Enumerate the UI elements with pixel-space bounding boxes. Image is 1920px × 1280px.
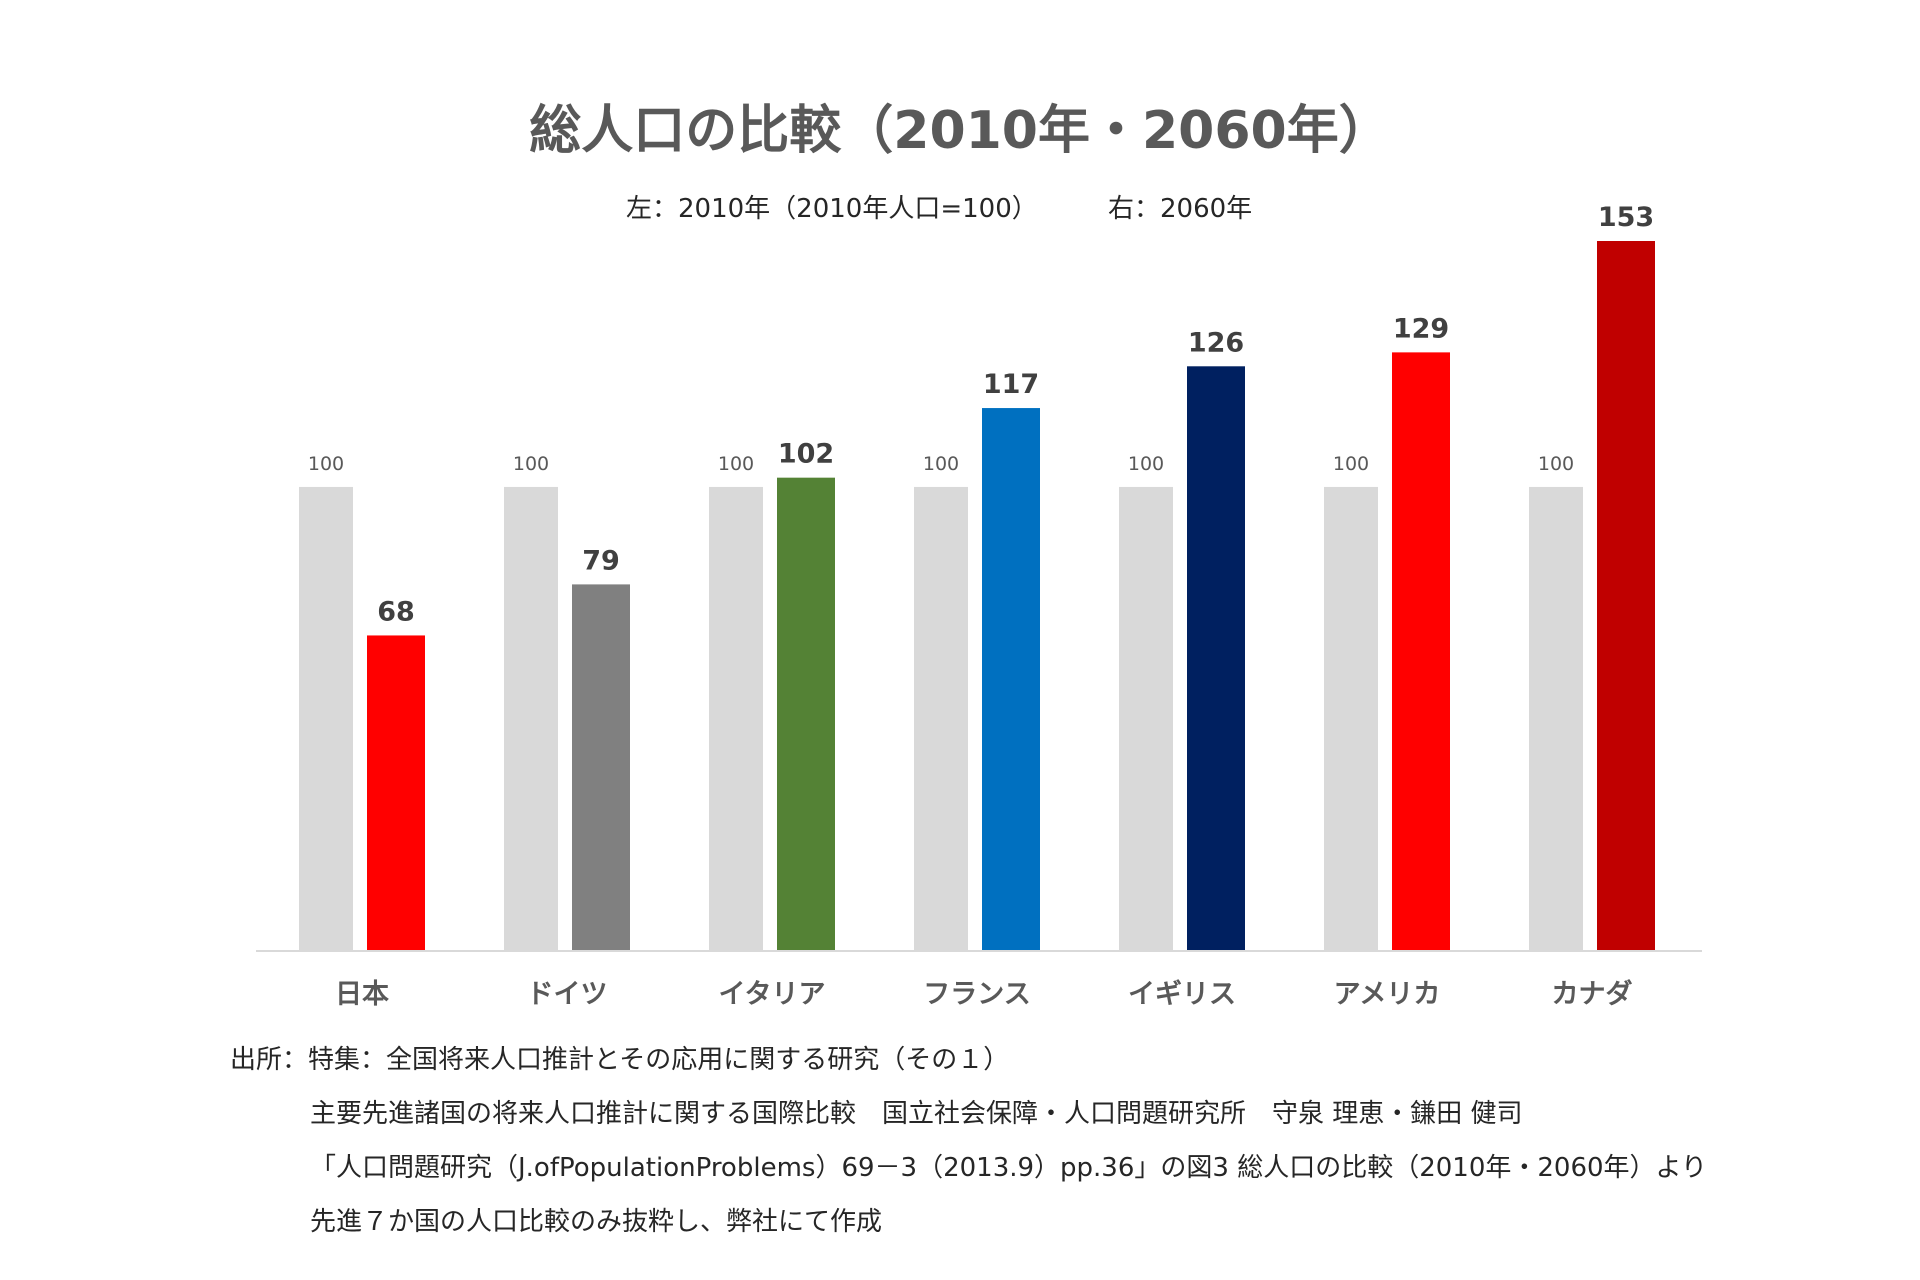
- source-line-1: 出所：特集：全国将来人口推計とその応用に関する研究（その１）: [230, 1045, 1010, 1075]
- bar-2060-6: [1597, 241, 1655, 951]
- data-label-2010-5: 100: [1333, 453, 1369, 475]
- data-label-2010-1: 100: [513, 453, 549, 475]
- labels-layer: 100 68 日本 100 79 ドイツ 100 102 イタリア 100 117 フランス 100 12…: [308, 202, 1654, 1010]
- x-tick-label-6: カナダ: [1552, 978, 1633, 1010]
- bars-layer: [299, 241, 1655, 951]
- bar-2010-1: [504, 486, 558, 951]
- data-label-2060-1: 79: [582, 545, 620, 576]
- data-label-2060-2: 102: [778, 439, 834, 470]
- bar-chart: 100 68 日本 100 79 ドイツ 100 102 イタリア 100 117 フランス 100 12…: [256, 202, 1702, 1010]
- bar-2060-0: [367, 635, 425, 951]
- source-line-2: 主要先進諸国の将来人口推計に関する国際比較 国立社会保障・人口問題研究所 守泉 …: [310, 1099, 1523, 1129]
- bar-2010-3: [914, 486, 968, 951]
- bar-2060-5: [1392, 352, 1450, 951]
- source-line-3: 「人口問題研究（J.ofPopulationProblems）69－3（2013…: [310, 1153, 1708, 1183]
- data-label-2060-4: 126: [1188, 327, 1244, 358]
- data-label-2010-6: 100: [1538, 453, 1574, 475]
- data-label-2010-3: 100: [923, 453, 959, 475]
- source-line-4: 先進７か国の人口比較のみ抜粋し、弊社にて作成: [310, 1207, 883, 1237]
- data-label-2060-3: 117: [983, 369, 1039, 400]
- x-tick-label-3: フランス: [923, 979, 1030, 1010]
- bar-2010-2: [709, 486, 763, 951]
- bar-2010-4: [1119, 486, 1173, 951]
- data-label-2060-6: 153: [1598, 202, 1654, 233]
- chart-title: 総人口の比較（2010年・2060年）: [529, 101, 1391, 161]
- subtitle-right-series-note: 右：2060年: [1108, 194, 1253, 224]
- bar-2060-3: [982, 408, 1040, 951]
- data-label-2010-0: 100: [308, 453, 344, 475]
- source-note: 出所：特集：全国将来人口推計とその応用に関する研究（その１） 主要先進諸国の将来…: [230, 1042, 1707, 1258]
- x-tick-label-2: イタリア: [719, 979, 826, 1010]
- bar-2010-0: [299, 486, 353, 951]
- data-label-2060-5: 129: [1393, 313, 1449, 344]
- x-tick-label-4: イギリス: [1128, 979, 1236, 1010]
- bar-2010-6: [1529, 486, 1583, 951]
- data-label-2010-4: 100: [1128, 453, 1164, 475]
- bar-2060-4: [1187, 366, 1245, 951]
- data-label-2060-0: 68: [377, 596, 415, 627]
- data-label-2010-2: 100: [718, 453, 754, 475]
- x-tick-label-1: ドイツ: [527, 979, 608, 1010]
- x-tick-label-5: アメリカ: [1334, 979, 1441, 1010]
- bar-2010-5: [1324, 486, 1378, 951]
- bar-2060-2: [777, 477, 835, 951]
- bar-2060-1: [572, 584, 630, 951]
- subtitle-left-series-note: 左：2010年（2010年人口=100）: [626, 194, 1038, 224]
- x-tick-label-0: 日本: [335, 979, 389, 1010]
